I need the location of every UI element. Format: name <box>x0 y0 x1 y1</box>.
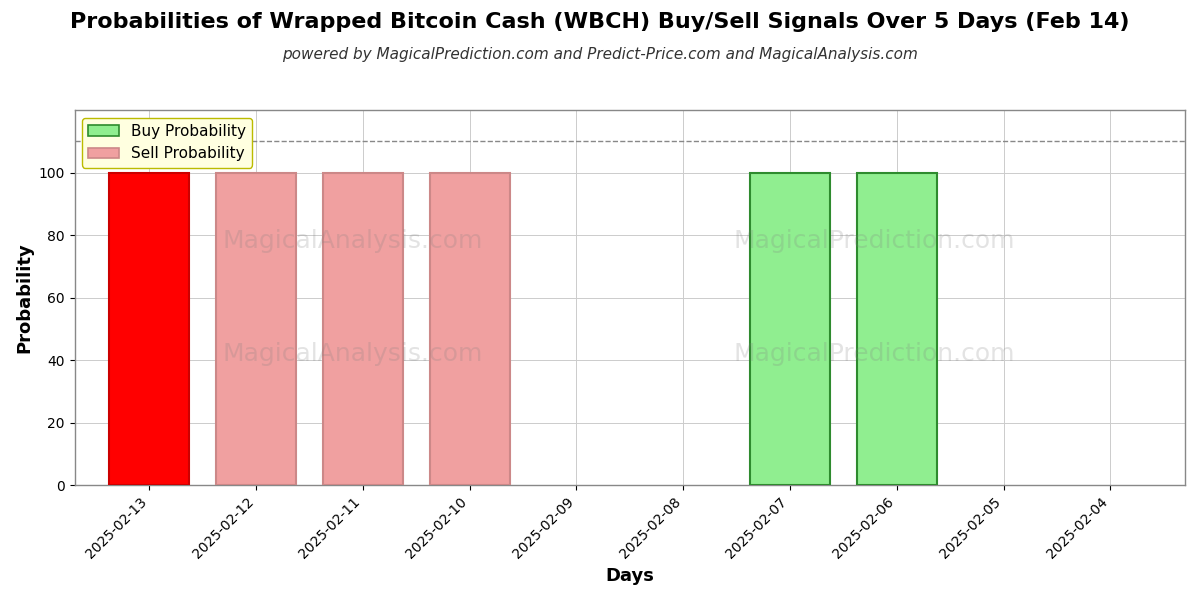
Bar <box>323 173 403 485</box>
Legend: Buy Probability, Sell Probability: Buy Probability, Sell Probability <box>83 118 252 167</box>
Text: MagicalPrediction.com: MagicalPrediction.com <box>733 229 1015 253</box>
X-axis label: Days: Days <box>605 567 654 585</box>
Text: MagicalAnalysis.com: MagicalAnalysis.com <box>222 229 482 253</box>
Y-axis label: Probability: Probability <box>16 242 34 353</box>
Bar <box>216 173 296 485</box>
Bar <box>857 173 937 485</box>
Bar <box>430 173 510 485</box>
Text: MagicalAnalysis.com: MagicalAnalysis.com <box>222 342 482 366</box>
Text: Probabilities of Wrapped Bitcoin Cash (WBCH) Buy/Sell Signals Over 5 Days (Feb 1: Probabilities of Wrapped Bitcoin Cash (W… <box>71 12 1129 32</box>
Bar <box>750 173 830 485</box>
Bar <box>109 173 190 485</box>
Text: powered by MagicalPrediction.com and Predict-Price.com and MagicalAnalysis.com: powered by MagicalPrediction.com and Pre… <box>282 46 918 61</box>
Text: MagicalPrediction.com: MagicalPrediction.com <box>733 342 1015 366</box>
